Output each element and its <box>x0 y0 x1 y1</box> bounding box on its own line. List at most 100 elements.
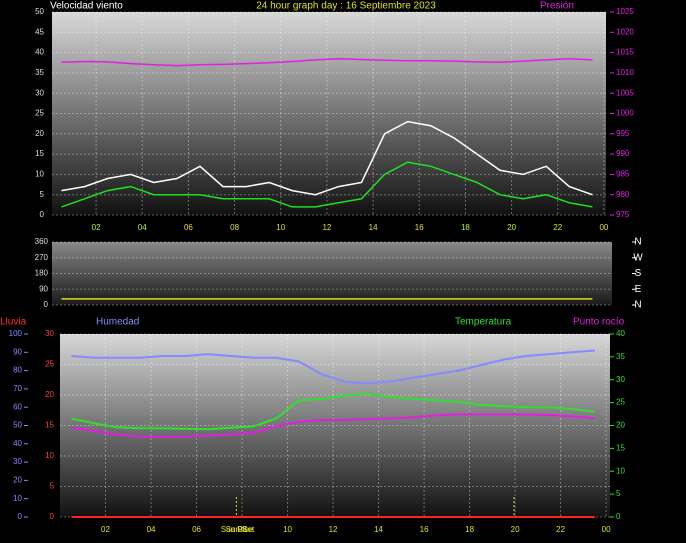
y-tick-label: 90 <box>13 347 22 356</box>
x-tick-label: 12 <box>329 525 338 534</box>
y-tick-label: 30 <box>35 88 44 97</box>
y-tick-label: 10 <box>616 466 625 475</box>
x-tick-label: 18 <box>465 525 474 534</box>
x-tick-label: 08 <box>238 525 247 534</box>
x-tick-label: 02 <box>101 525 110 534</box>
y-tick-label: 360 <box>35 237 49 246</box>
annotation: Sun Set <box>226 525 255 534</box>
y-tick-label: 25 <box>35 109 44 118</box>
y-tick-label: 1015 <box>616 48 634 57</box>
y-tick-label: 45 <box>35 27 44 36</box>
y-tick-label: 1025 <box>616 7 634 16</box>
y-tick-label: 1010 <box>616 68 634 77</box>
y-tick-label: 1005 <box>616 88 634 97</box>
y-tick-label: 25 <box>45 360 54 369</box>
y-tick-label: 5 <box>50 482 55 491</box>
x-tick-label: 00 <box>599 223 608 232</box>
series-line <box>61 120 593 196</box>
y-tick-label: 10 <box>13 494 22 503</box>
series-line <box>71 392 595 431</box>
y-tick-label: 15 <box>35 149 44 158</box>
y-tick-label: 50 <box>35 7 44 16</box>
plot-area <box>52 242 612 305</box>
x-tick-label: 08 <box>230 223 239 232</box>
legend-temperatura: Temperatura <box>455 317 512 328</box>
y-tick-label: 20 <box>45 390 54 399</box>
y-axis-label: Velocidad viento <box>50 1 123 12</box>
y-tick-label: 40 <box>13 439 22 448</box>
x-tick-label: 16 <box>420 525 429 534</box>
series-line <box>71 413 595 438</box>
x-tick-label: 00 <box>602 525 611 534</box>
y-tick-label: 10 <box>35 170 44 179</box>
y-tick-label: 1020 <box>616 27 634 36</box>
x-tick-label: 10 <box>283 525 292 534</box>
x-tick-label: 06 <box>184 223 193 232</box>
y-tick-label: 25 <box>616 398 625 407</box>
x-tick-label: 20 <box>511 525 520 534</box>
y-tick-label: 1000 <box>616 109 634 118</box>
x-tick-label: 06 <box>192 525 201 534</box>
y-tick-label: 990 <box>616 149 630 158</box>
x-tick-label: 02 <box>92 223 101 232</box>
x-tick-label: 22 <box>553 223 562 232</box>
y-tick-label: N <box>634 237 641 248</box>
y-tick-label: 80 <box>13 366 22 375</box>
x-tick-label: 20 <box>507 223 516 232</box>
y-tick-label: 60 <box>13 402 22 411</box>
series-line <box>61 161 593 208</box>
y2-axis-label: Presión <box>540 1 574 12</box>
x-tick-label: 04 <box>147 525 156 534</box>
y-tick-label: 0 <box>616 512 621 521</box>
y-tick-label: 5 <box>40 190 45 199</box>
y-tick-label: 20 <box>35 129 44 138</box>
x-tick-label: 18 <box>461 223 470 232</box>
y-tick-label: 0 <box>50 512 55 521</box>
y-tick-label: 20 <box>616 421 625 430</box>
y-tick-label: 15 <box>616 443 625 452</box>
y-tick-label: N <box>634 300 641 311</box>
y-tick-label: 985 <box>616 170 630 179</box>
y-tick-label: 70 <box>13 384 22 393</box>
y-tick-label: 50 <box>13 421 22 430</box>
y-tick-label: 20 <box>13 476 22 485</box>
y-tick-label: 0 <box>40 210 45 219</box>
y-tick-label: 90 <box>39 284 48 293</box>
y-tick-label: 270 <box>35 253 49 262</box>
y-tick-label: 30 <box>45 329 54 338</box>
y-tick-label: 180 <box>35 269 49 278</box>
annotation: Sun Rise <box>221 525 254 534</box>
x-tick-label: 16 <box>415 223 424 232</box>
x-tick-label: 14 <box>374 525 383 534</box>
plot-area <box>60 334 610 517</box>
y-tick-label: 995 <box>616 129 630 138</box>
y-tick-label: 10 <box>45 451 54 460</box>
y-tick-label: S <box>635 268 642 279</box>
y-tick-label: 40 <box>35 48 44 57</box>
x-tick-label: 12 <box>322 223 331 232</box>
x-tick-label: 04 <box>138 223 147 232</box>
x-tick-label: 14 <box>369 223 378 232</box>
y-tick-label: 100 <box>9 329 23 338</box>
y-tick-label: 5 <box>616 489 621 498</box>
x-tick-label: 10 <box>276 223 285 232</box>
y-tick-label: 975 <box>616 210 630 219</box>
series-line <box>71 349 595 385</box>
y-tick-label: 980 <box>616 190 630 199</box>
y-tick-label: 30 <box>13 457 22 466</box>
y-tick-label: 0 <box>44 300 49 309</box>
legend-humedad: Humedad <box>96 317 139 328</box>
y-tick-label: 0 <box>18 512 23 521</box>
chart-title: 24 hour graph day : 16 Septiembre 2023 <box>256 1 436 12</box>
y-tick-label: 35 <box>35 68 44 77</box>
x-tick-label: 22 <box>556 525 565 534</box>
y-tick-label: 30 <box>616 375 625 384</box>
plot-area <box>52 12 606 215</box>
y-tick-label: E <box>635 284 642 295</box>
series-line <box>61 57 593 67</box>
y-tick-label: 15 <box>45 421 54 430</box>
y-tick-label: 35 <box>616 352 625 361</box>
y-tick-label: W <box>633 252 643 263</box>
legend-punto-rocio: Punto rocío <box>573 317 625 328</box>
